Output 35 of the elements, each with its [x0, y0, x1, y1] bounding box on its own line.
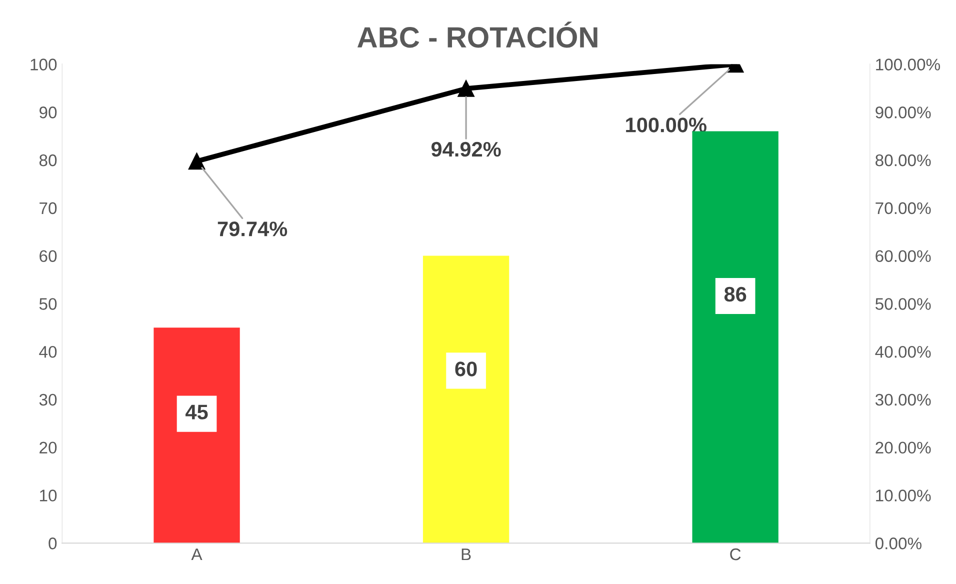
data-label: 94.92% — [431, 142, 501, 157]
y-tick-label: 70 — [40, 202, 57, 214]
bar — [692, 131, 778, 544]
x-tick-label: B — [462, 548, 471, 560]
y-tick-label: 10 — [40, 490, 57, 502]
data-label: 79.74% — [218, 222, 288, 236]
y-tick-label: 90 — [40, 106, 57, 118]
y2-tick-label: 70.00% — [876, 202, 931, 214]
data-label: 45 — [186, 404, 208, 420]
y2-tick-label: 80.00% — [876, 154, 931, 166]
x-tick-label: C — [730, 548, 741, 560]
x-tick-label: A — [191, 548, 202, 560]
data-label: 60 — [455, 362, 477, 376]
y-tick-label: 80 — [39, 154, 57, 166]
y-tick-label: 100 — [30, 58, 57, 70]
data-label: 86 — [724, 286, 746, 302]
data-label: 100.00% — [626, 118, 706, 132]
bar — [422, 256, 510, 544]
y2-tick-label: 40.00% — [875, 346, 931, 358]
y2-tick-label: 50.00% — [875, 298, 931, 310]
bar — [154, 328, 240, 544]
y-tick-label: 0 — [48, 538, 57, 550]
y-tick-label: 60 — [40, 250, 57, 262]
y2-tick-label: 60.00% — [876, 250, 931, 262]
y-tick-label: 20 — [40, 442, 57, 454]
y-tick-label: 40 — [39, 346, 57, 358]
y2-tick-label: 0.00% — [875, 538, 922, 550]
y-tick-label: 30 — [39, 394, 57, 406]
y-tick-label: 50 — [39, 298, 57, 310]
y2-tick-label: 90.00% — [876, 106, 931, 118]
y2-tick-label: 20.00% — [876, 442, 931, 454]
y2-tick-label: 30.00% — [875, 394, 931, 406]
y2-tick-label: 10.00% — [876, 490, 931, 502]
y2-tick-label: 100.00% — [876, 58, 940, 70]
chart-title: ABC - ROTACIÓN — [357, 22, 598, 48]
